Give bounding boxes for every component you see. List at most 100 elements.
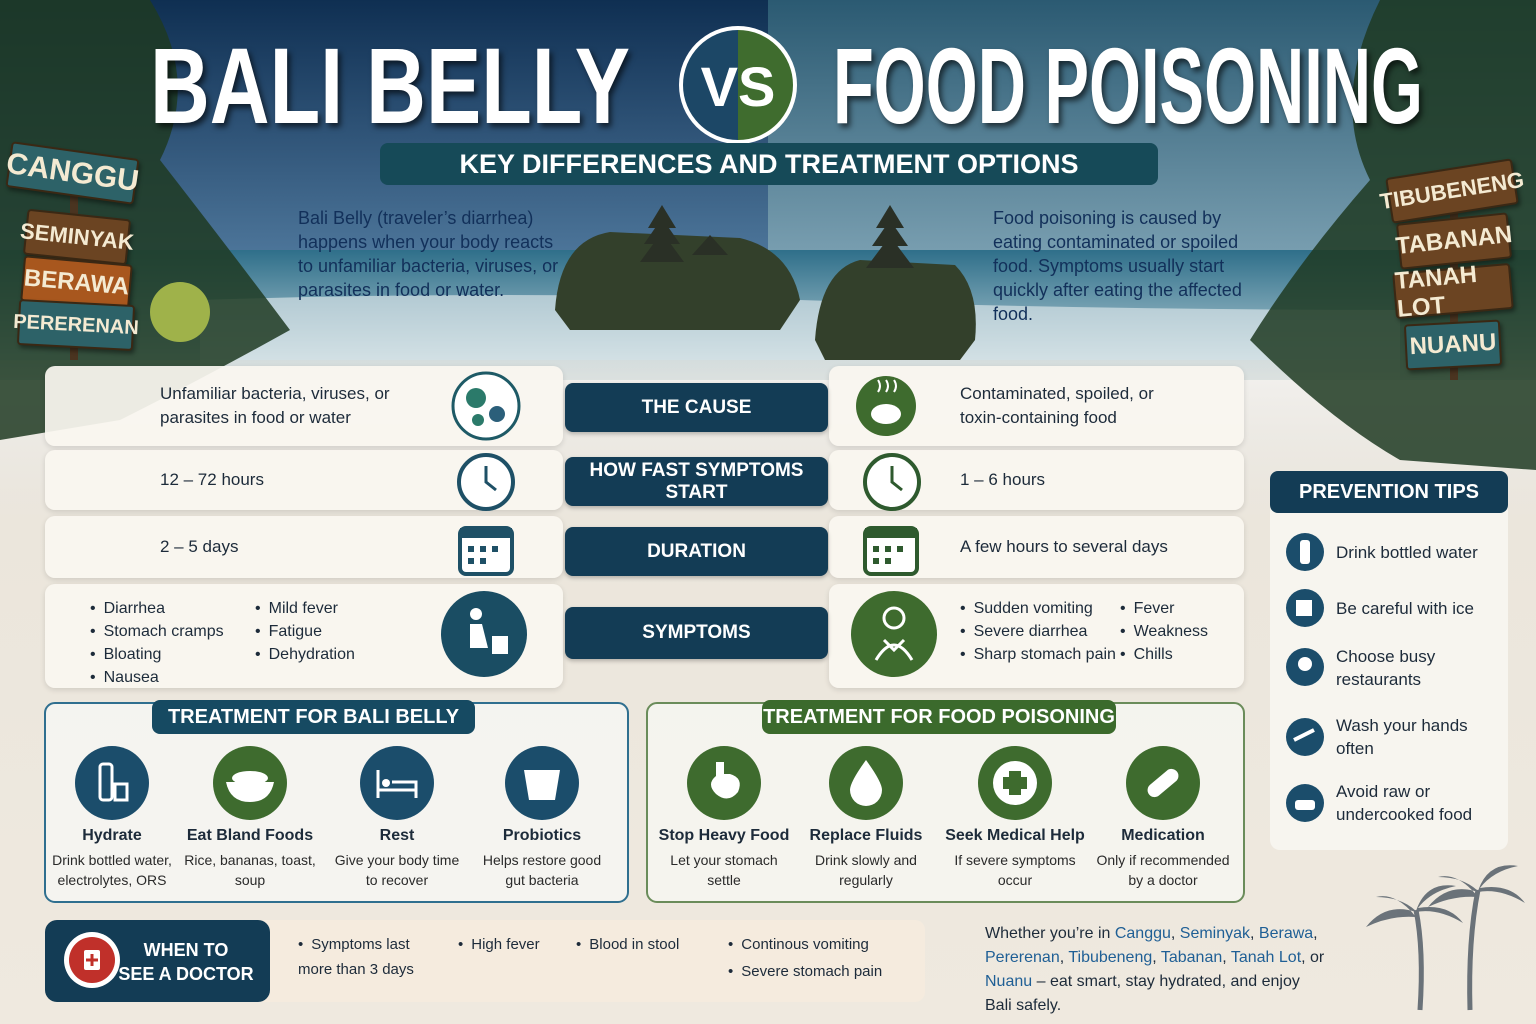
symptom: Chills	[1120, 643, 1208, 666]
palm-silhouettes	[1366, 865, 1525, 1011]
prevention-tip: Drink bottled water	[1336, 543, 1478, 562]
prevention-card	[1270, 480, 1508, 850]
place-name: Berawa	[1258, 925, 1314, 942]
footer-segment: – eat smart, stay hydrated, and enjoy Ba…	[985, 973, 1300, 1014]
doctor-title-line: WHEN TO	[144, 940, 229, 960]
icon-probiotic	[505, 746, 579, 820]
row-label: THE CAUSE	[565, 383, 828, 432]
treatment-title-left: TREATMENT FOR BALI BELLY	[152, 700, 475, 734]
intro-right: Food poisoning is caused by eating conta…	[993, 208, 1242, 324]
left-text: Unfamiliar bacteria, viruses, or parasit…	[160, 384, 390, 427]
icon-bed	[360, 746, 434, 820]
symptom: Dehydration	[255, 643, 355, 666]
right-text: A few hours to several days	[960, 537, 1168, 556]
treatment-name: Eat Bland Foods	[186, 827, 314, 844]
prevention-tip: Wash your hands often	[1336, 716, 1468, 758]
doctor-item: Symptoms last more than 3 days	[298, 932, 428, 982]
doctor-item: Blood in stool	[576, 932, 706, 957]
footer-segment: ,	[1313, 925, 1318, 942]
place-name: Nuanu	[985, 973, 1033, 990]
place-name: Tibubeneng	[1068, 949, 1153, 966]
symptom: Stomach cramps	[90, 620, 224, 643]
subtitle: KEY DIFFERENCES AND TREATMENT OPTIONS	[459, 149, 1078, 179]
doctor-item: High fever	[458, 932, 578, 957]
icon-medical	[978, 746, 1052, 820]
icon-hydrate	[75, 746, 149, 820]
prevention-tip: Be careful with ice	[1336, 599, 1474, 618]
place-name: Pererenan	[985, 949, 1060, 966]
treatment-name: Seek Medical Help	[945, 827, 1085, 844]
symptom-list: Sudden vomitingSevere diarrheaSharp stom…	[960, 597, 1116, 666]
symptom-list: DiarrheaStomach crampsBloatingNausea	[90, 597, 224, 689]
coconut	[150, 282, 210, 342]
treatment-name: Stop Heavy Food	[658, 827, 790, 844]
symptom: Sharp stomach pain	[960, 643, 1116, 666]
symptom: Nausea	[90, 666, 224, 689]
place-name: Canggu	[1114, 925, 1171, 942]
symptom: Severe diarrhea	[960, 620, 1116, 643]
doctor-item: Continous vomiting	[728, 932, 908, 957]
icon-stomach	[687, 746, 761, 820]
treatment-name: Rest	[379, 827, 415, 844]
row-label: SYMPTOMS	[565, 607, 828, 659]
title-left: BALI BELLY	[150, 25, 630, 146]
treatment-desc: Drink slowly and regularly	[815, 852, 917, 888]
doctor-item: Severe stomach pain	[728, 959, 908, 984]
symptom: Mild fever	[255, 597, 355, 620]
footer-segment: , or	[1301, 949, 1325, 966]
place-sign: TANAH LOT	[1392, 261, 1514, 323]
footer-segment: ,	[1152, 949, 1161, 966]
treatment-name: Medication	[1121, 827, 1205, 844]
temple-left	[555, 205, 800, 330]
symptom: Sudden vomiting	[960, 597, 1116, 620]
icon-doctor	[64, 932, 120, 988]
vs-badge: VS	[679, 26, 797, 144]
treatment-title-right: TREATMENT FOR FOOD POISONING	[762, 700, 1116, 734]
doctor-title: WHEN TO SEE A DOCTOR	[118, 940, 253, 984]
vs-text: VS	[701, 55, 776, 118]
place-sign: NUANU	[1403, 319, 1503, 371]
treatment-desc: Let your stomach settle	[670, 852, 778, 888]
place-name: Tabanan	[1160, 949, 1223, 966]
footer-segment: ,	[1250, 925, 1259, 942]
symptom: Diarrhea	[90, 597, 224, 620]
title-right: FOOD POISONING	[833, 25, 1423, 146]
right-text: 1 – 6 hours	[960, 470, 1046, 489]
place-sign: PERERENAN	[13, 298, 139, 352]
footer-segment: ,	[1059, 949, 1069, 966]
treatment-desc: Only if recommended by a doctor	[1096, 852, 1230, 888]
left-text: 2 – 5 days	[160, 537, 239, 556]
intro-left: Bali Belly (traveler’s diarrhea) happens…	[298, 208, 559, 300]
footer-segment: ,	[1170, 925, 1180, 942]
symptom: Bloating	[90, 643, 224, 666]
row-label: DURATION	[565, 527, 828, 576]
icon-drop	[829, 746, 903, 820]
footer-segment: ,	[1222, 949, 1231, 966]
symptom: Weakness	[1120, 620, 1208, 643]
doctor-title-line: SEE A DOCTOR	[118, 964, 253, 984]
symptom: Fever	[1120, 597, 1208, 620]
treatment-desc: Rice, bananas, toast, soup	[184, 852, 316, 888]
prevention-tip: Choose busy restaurants	[1336, 647, 1436, 689]
treatment-desc: Give your body time to recover	[334, 852, 460, 888]
place-name: Tanah Lot	[1230, 949, 1302, 966]
left-text: 12 – 72 hours	[160, 470, 264, 489]
row-label: HOW FAST SYMPTOMS START	[565, 457, 828, 506]
treatment-name: Probiotics	[502, 827, 582, 844]
temple-right	[815, 205, 976, 360]
footer-text: Whether you’re in Canggu, Seminyak, Bera…	[985, 922, 1330, 1018]
prevention-icons	[1286, 533, 1324, 822]
footer-segment: Whether you’re in	[985, 925, 1115, 942]
icon-pill	[1126, 746, 1200, 820]
prevention-title: PREVENTION TIPS	[1270, 471, 1508, 513]
icon-bowl	[213, 746, 287, 820]
symptom-list: FeverWeaknessChills	[1120, 597, 1208, 666]
right-text: Contaminated, spoiled, or toxin-containi…	[960, 384, 1154, 427]
subtitle-banner	[380, 143, 1158, 185]
treatment-desc: Drink bottled water, electrolytes, ORS	[52, 852, 172, 888]
place-name: Seminyak	[1179, 925, 1251, 942]
prevention-tip: Avoid raw or undercooked food	[1336, 782, 1473, 824]
symptom-list: Mild feverFatigueDehydration	[255, 597, 355, 666]
